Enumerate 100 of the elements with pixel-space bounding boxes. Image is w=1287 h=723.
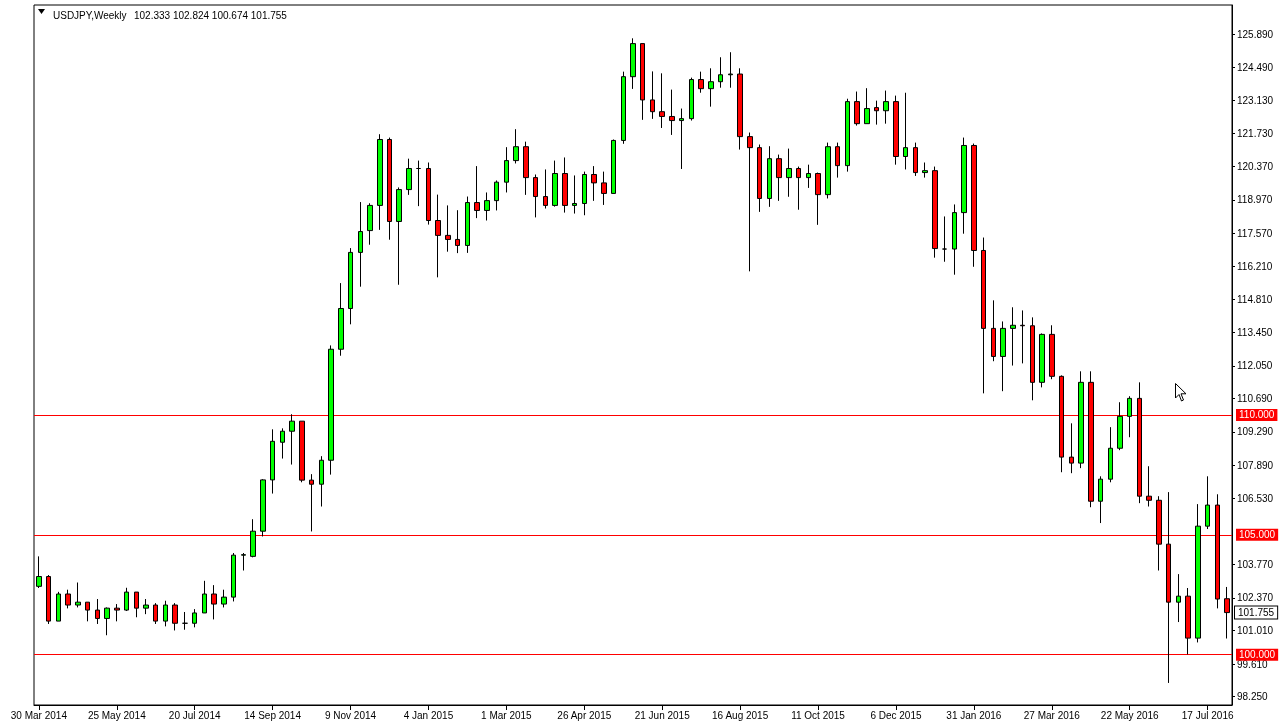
x-tick-label: 31 Jan 2016 [946,709,1002,721]
candlestick [874,100,879,126]
candlestick [825,142,831,199]
candlestick [231,552,236,602]
candlestick [182,611,188,631]
candlestick [991,299,996,362]
candlestick [1195,503,1201,643]
candlestick [435,194,441,278]
y-tick-label: 110.690 [1237,392,1273,404]
candlestick [1098,475,1103,524]
candlestick [143,598,149,615]
candlestick [601,171,607,206]
candlestick [46,574,51,625]
candlestick [971,143,977,268]
candlestick [124,587,129,612]
candlestick [659,72,665,129]
candlestick [835,142,840,179]
candlestick [377,133,383,231]
x-tick-label: 4 Jan 2015 [403,709,454,721]
candlestick [367,202,373,246]
candlestick [737,67,743,151]
candlestick [552,160,558,208]
candlestick [56,591,61,622]
y-tick-label: 98.250 [1237,691,1269,703]
text: 101.755 [1238,607,1275,619]
candlestick [961,137,967,235]
y-tick-label: 107.890 [1237,460,1274,472]
candlestick [913,142,918,177]
candlestick [806,164,811,189]
x-tick-label: 16 Aug 2015 [712,709,769,721]
x-tick-label: 17 Jul 2016 [1181,709,1234,721]
y-tick-label: 112.050 [1237,360,1273,372]
y-tick-label: 106.530 [1237,492,1274,504]
candlestick [786,148,792,198]
candlestick [640,43,645,121]
candlestick [504,146,509,193]
y-tick-label: 123.130 [1237,94,1274,106]
candlestick [942,215,947,263]
candlestick [211,584,217,620]
y-tick-label: 125.890 [1237,28,1274,40]
candlestick [1010,306,1016,367]
candlestick [270,428,275,495]
candlestick [474,165,480,219]
candlestick [309,473,314,532]
candlestick [533,173,538,218]
candlestick [543,168,548,210]
candlestick [338,282,344,357]
y-tick-label: 120.370 [1237,160,1274,172]
candlestick [796,166,801,211]
candlestick [767,145,772,208]
x-tick-label: 27 Mar 2016 [1023,709,1081,721]
candlestick [1127,395,1132,438]
candlestick [864,87,870,125]
candlestick [348,247,353,325]
candlestick [1146,465,1152,508]
candlestick [1205,475,1210,530]
candlestick [358,201,363,288]
candlestick [192,608,197,628]
candlestick [387,137,392,241]
candlestick [698,71,704,94]
candlestick [455,209,460,254]
candlestick [445,204,451,253]
y-tick-label: 121.730 [1237,128,1274,140]
candlestick [591,165,597,202]
candlestick [299,420,305,483]
candlestick [75,582,81,608]
candlestick [650,70,655,120]
candlestick [903,92,908,170]
x-tick-label: 20 Jul 2014 [168,709,221,721]
candlestick [1117,401,1123,451]
candlestick [172,602,178,631]
candlestick [1039,332,1045,388]
candlestick [1049,324,1055,380]
candlestick [630,37,636,90]
y-tick-label: 109.290 [1237,426,1274,438]
candlestick [104,606,110,636]
candlestick [611,138,616,194]
candlestick [153,602,158,625]
candlestick [981,237,986,394]
candlestick [85,601,90,622]
candlestick [728,51,733,89]
y-tick-label: 124.490 [1237,62,1274,74]
x-tick-label: 30 Mar 2014 [10,709,68,721]
candlestick [708,67,714,108]
candlestick [416,160,421,207]
x-tick-label: 21 Jun 2015 [634,709,691,721]
candlestick [134,591,139,618]
candlestick [163,600,168,627]
candlestick [679,108,684,170]
candlestick [1108,426,1113,483]
candlestick [893,95,899,166]
candlestick [572,174,577,215]
candlestick [854,91,860,127]
candlestick [883,90,889,125]
candlestick [221,589,227,608]
candlestick [114,603,120,622]
chart-subtitle: 102.333 102.824 100.674 101.755 [134,9,288,21]
candlestick [319,455,324,508]
candlestick [1020,309,1025,364]
ref-line-label: 110.000 [1239,409,1275,421]
